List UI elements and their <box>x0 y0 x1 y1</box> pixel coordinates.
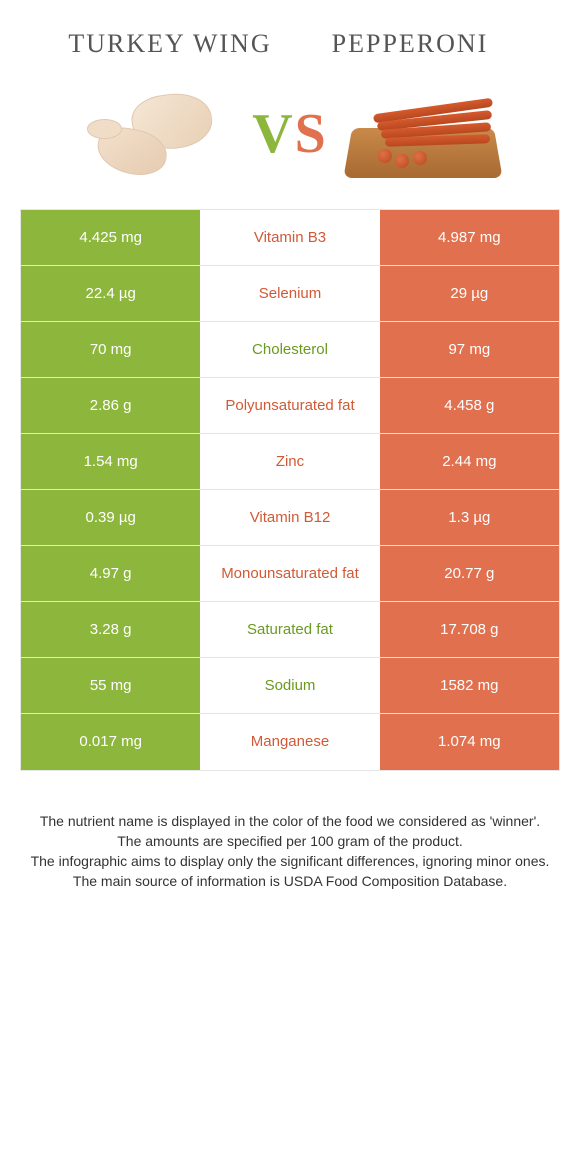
table-row: 0.017 mgManganese1.074 mg <box>21 714 559 770</box>
vs-label: VS <box>252 102 328 166</box>
nutrient-label-cell: Selenium <box>200 266 379 321</box>
left-value-cell: 55 mg <box>21 658 200 713</box>
vs-v-letter: V <box>252 103 294 165</box>
comparison-table: 4.425 mgVitamin B34.987 mg22.4 µgSeleniu… <box>20 209 560 771</box>
right-food-image <box>338 79 508 189</box>
table-row: 22.4 µgSelenium29 µg <box>21 266 559 322</box>
footer-notes: The nutrient name is displayed in the co… <box>0 771 580 892</box>
right-value-cell: 4.458 g <box>380 378 559 433</box>
left-food-image <box>72 79 242 189</box>
right-value-cell: 2.44 mg <box>380 434 559 489</box>
pepperoni-icon <box>343 84 503 184</box>
table-row: 1.54 mgZinc2.44 mg <box>21 434 559 490</box>
table-row: 2.86 gPolyunsaturated fat4.458 g <box>21 378 559 434</box>
right-value-cell: 4.987 mg <box>380 210 559 265</box>
right-value-cell: 29 µg <box>380 266 559 321</box>
left-value-cell: 4.97 g <box>21 546 200 601</box>
table-row: 3.28 gSaturated fat17.708 g <box>21 602 559 658</box>
vs-s-letter: S <box>295 103 328 165</box>
left-value-cell: 2.86 g <box>21 378 200 433</box>
nutrient-label-cell: Vitamin B3 <box>200 210 379 265</box>
nutrient-label-cell: Polyunsaturated fat <box>200 378 379 433</box>
right-value-cell: 1582 mg <box>380 658 559 713</box>
nutrient-label-cell: Zinc <box>200 434 379 489</box>
table-row: 55 mgSodium1582 mg <box>21 658 559 714</box>
left-value-cell: 0.39 µg <box>21 490 200 545</box>
left-value-cell: 70 mg <box>21 322 200 377</box>
left-value-cell: 1.54 mg <box>21 434 200 489</box>
right-value-cell: 1.074 mg <box>380 714 559 770</box>
left-value-cell: 3.28 g <box>21 602 200 657</box>
left-value-cell: 22.4 µg <box>21 266 200 321</box>
table-row: 4.425 mgVitamin B34.987 mg <box>21 210 559 266</box>
footer-line: The infographic aims to display only the… <box>30 851 550 871</box>
nutrient-label-cell: Vitamin B12 <box>200 490 379 545</box>
footer-line: The main source of information is USDA F… <box>30 871 550 891</box>
right-food-title: Pepperoni <box>290 30 530 59</box>
nutrient-label-cell: Sodium <box>200 658 379 713</box>
vs-row: VS <box>0 69 580 209</box>
left-food-title: Turkey wing <box>50 30 290 59</box>
right-value-cell: 97 mg <box>380 322 559 377</box>
nutrient-label-cell: Monounsaturated fat <box>200 546 379 601</box>
table-row: 4.97 gMonounsaturated fat20.77 g <box>21 546 559 602</box>
table-row: 70 mgCholesterol97 mg <box>21 322 559 378</box>
right-value-cell: 17.708 g <box>380 602 559 657</box>
left-value-cell: 4.425 mg <box>21 210 200 265</box>
footer-line: The amounts are specified per 100 gram o… <box>30 831 550 851</box>
nutrient-label-cell: Cholesterol <box>200 322 379 377</box>
left-value-cell: 0.017 mg <box>21 714 200 770</box>
turkey-wing-icon <box>87 89 227 179</box>
nutrient-label-cell: Saturated fat <box>200 602 379 657</box>
nutrient-label-cell: Manganese <box>200 714 379 770</box>
header: Turkey wing Pepperoni <box>0 0 580 69</box>
footer-line: The nutrient name is displayed in the co… <box>30 811 550 831</box>
table-row: 0.39 µgVitamin B121.3 µg <box>21 490 559 546</box>
right-value-cell: 20.77 g <box>380 546 559 601</box>
right-value-cell: 1.3 µg <box>380 490 559 545</box>
